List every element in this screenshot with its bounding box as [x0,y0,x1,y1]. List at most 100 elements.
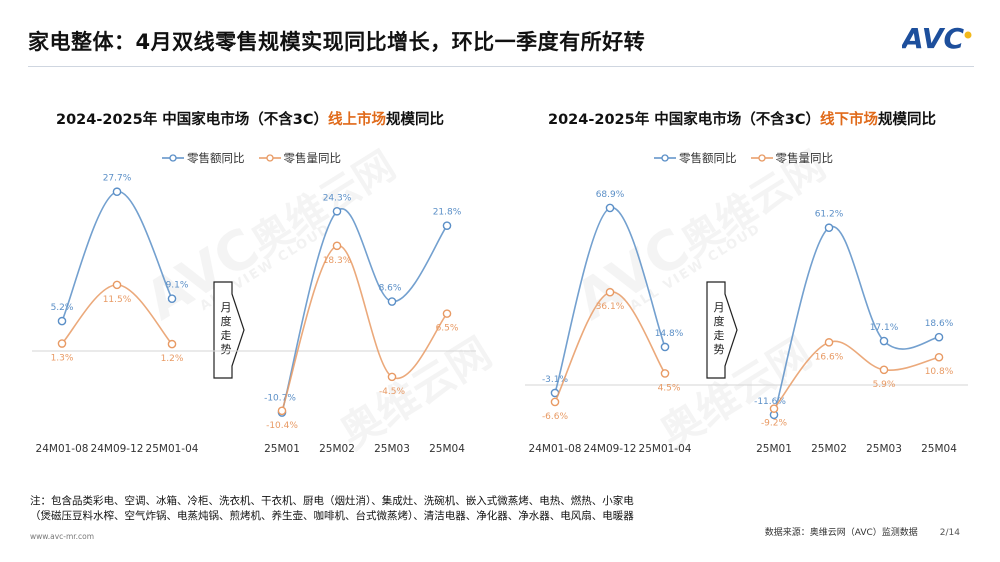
data-label: 18.3% [323,256,352,266]
data-point [112,280,122,290]
data-point [167,294,177,303]
x-tick-label: 25M03 [374,443,410,455]
data-point [934,352,944,362]
data-point [879,336,889,346]
data-point [332,206,342,216]
legend-item-amount: 零售额同比 [162,150,245,166]
page-number: 2/14 [939,528,960,538]
x-tick-label: 24M01-08 [36,443,89,455]
data-label: -9.2% [761,419,788,429]
data-label: 8.6% [379,284,402,294]
data-point [660,342,670,352]
monthly-trend-label-offline: 月度走势 [713,301,725,356]
title-divider [28,66,974,67]
series-line-monthly [281,208,448,413]
x-tick-label: 25M01 [264,443,300,455]
legend-online: 零售额同比 零售量同比 [162,150,341,166]
data-point [387,372,397,382]
source-text: 数据来源：奥维云网（AVC）监测数据 [764,528,918,538]
x-tick-label: 24M09-12 [91,443,144,455]
x-tick-label: 25M01-04 [146,443,199,455]
data-point [57,316,67,326]
legend-volume-marker [750,154,773,162]
avc-logo: AVC [902,22,972,54]
data-label: 10.8% [925,367,954,377]
series-line-monthly [773,340,940,410]
footnote-line-2: （煲磁压豆料水榨、空气炸锅、电蒸炖锅、煎烤机、养生壶、咖啡机、台式微蒸烤）、清洁… [30,510,634,522]
x-tick-label: 25M04 [921,443,957,455]
x-tick-label: 24M09-12 [584,443,637,455]
legend-offline: 零售额同比 零售量同比 [654,150,833,166]
data-label: 5.2% [51,303,74,313]
legend-amount-marker [654,154,676,162]
monthly-trend-label-online: 月度走势 [220,301,232,356]
data-label: 24.3% [323,193,352,203]
data-point [387,297,397,306]
data-point [112,187,122,197]
data-label: 11.5% [103,295,132,305]
series-line-monthly [281,244,448,412]
data-point [824,338,834,347]
data-label: 16.6% [815,352,844,362]
data-label: 61.2% [815,210,844,220]
data-point [167,339,177,349]
data-label: 27.7% [103,174,132,184]
chart-title-online: 2024-2025年 中国家电市场（不含3C）线上市场规模同比 [56,112,445,128]
series-line-period [61,284,173,345]
data-point [442,309,452,318]
data-label: 17.1% [870,323,899,333]
footnote: 注：包含品类彩电、空调、冰箱、冷柜、洗衣机、干衣机、厨电（烟灶消）、集成灶、洗碗… [30,494,690,524]
legend-item-volume: 零售量同比 [750,150,833,166]
data-point [605,287,615,297]
page-title: 家电整体：4月双线零售规模实现同比增长，环比一季度有所好转 [28,30,646,54]
monthly-trend-arrow-online [213,281,245,379]
data-point [277,406,287,416]
x-tick-label: 25M01 [756,443,792,455]
data-label: -10.7% [264,394,296,404]
data-label: -4.5% [379,387,406,397]
data-point [332,241,342,251]
data-label: -10.4% [266,421,298,431]
legend-item-volume: 零售量同比 [258,150,341,166]
series-line-period [554,207,666,394]
data-label: 1.3% [51,354,74,364]
data-label: 21.8% [433,208,462,218]
x-tick-label: 25M02 [811,443,847,455]
x-tick-label: 25M01-04 [639,443,692,455]
footnote-line-1: 注：包含品类彩电、空调、冰箱、冷柜、洗衣机、干衣机、厨电（烟灶消）、集成灶、洗碗… [30,495,634,507]
data-label: -3.1% [542,375,569,385]
chart-title-offline: 2024-2025年 中国家电市场（不含3C）线下市场规模同比 [548,112,937,128]
x-tick-label: 25M04 [429,443,465,455]
series-line-monthly [773,225,940,416]
x-tick-label: 24M01-08 [529,443,582,455]
data-point [57,339,67,348]
data-label: 6.5% [436,324,459,334]
data-label: 9.1% [166,281,189,291]
data-label: 14.8% [655,329,684,339]
data-label: 36.1% [596,302,625,312]
legend-amount-marker [162,154,184,162]
data-point [442,221,452,230]
data-point [769,404,779,413]
monthly-trend-arrow-offline [706,281,738,379]
data-label: 18.6% [925,319,954,329]
data-point [934,332,944,342]
legend-item-amount: 零售额同比 [654,150,737,166]
data-point [824,223,834,233]
x-tick-label: 25M03 [866,443,902,455]
legend-volume-marker [258,154,281,162]
data-point [879,365,889,375]
svg-text:AVC: AVC [902,22,964,54]
data-label: 5.9% [873,380,896,390]
data-label: 4.5% [658,383,681,393]
footer-url: www.avc-mr.com [30,532,95,541]
data-point [660,369,670,378]
data-label: -11.6% [754,397,786,407]
data-point [550,397,560,407]
x-tick-label: 25M02 [319,443,355,455]
footer-source: 数据来源：奥维云网（AVC）监测数据 2/14 [765,525,960,538]
data-label: 68.9% [596,190,625,200]
data-label: -6.6% [542,412,569,422]
data-point [605,203,615,213]
